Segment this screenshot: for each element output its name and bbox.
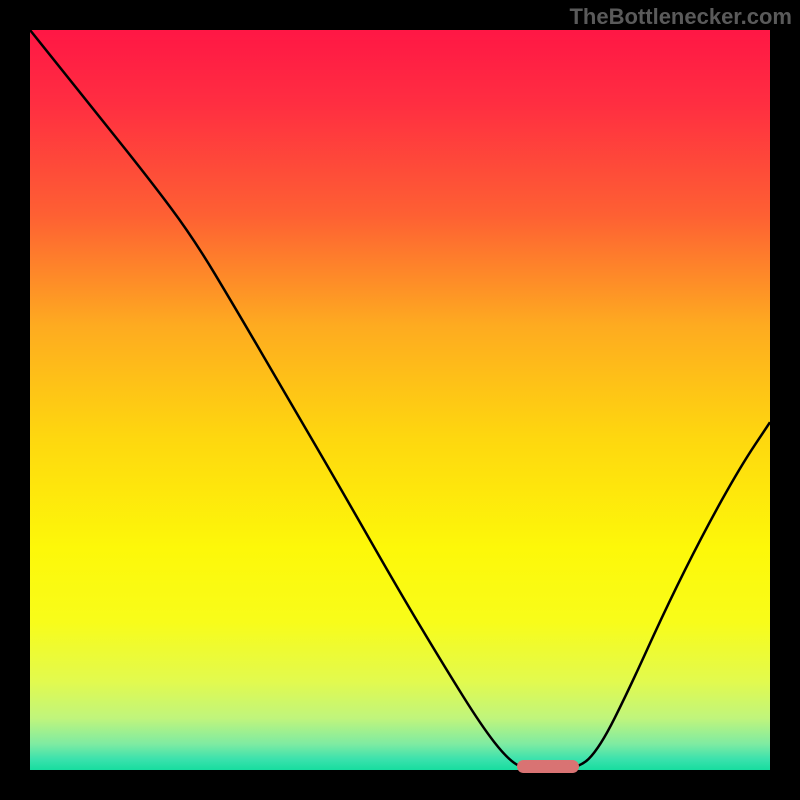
bottleneck-curve: [30, 30, 770, 770]
plot-area: [30, 30, 770, 770]
optimal-marker: [517, 760, 580, 773]
watermark-text: TheBottlenecker.com: [569, 4, 792, 30]
